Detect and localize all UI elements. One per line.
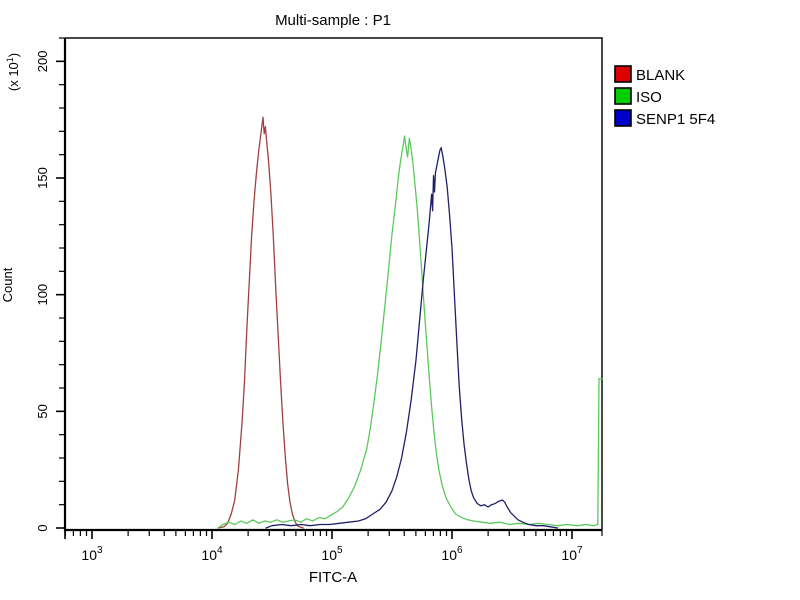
chart-title: Multi-sample : P1 (275, 12, 391, 29)
legend-item-senp1-5f4: SENP1 5F4 (614, 109, 715, 128)
legend-item-blank: BLANK (614, 65, 685, 84)
x-axis-ticks (64, 531, 603, 539)
series-curves (217, 116, 603, 529)
y-axis-tick-labels: 0 50 100 150 200 (35, 50, 50, 531)
legend: BLANK ISO SENP1 5F4 (614, 65, 715, 128)
svg-text:106: 106 (441, 545, 463, 563)
x-axis-tick-labels: 103 104 105 106 107 (81, 545, 583, 563)
legend-label-senp1-5f4: SENP1 5F4 (636, 111, 715, 128)
legend-item-iso: ISO (614, 87, 662, 106)
svg-text:150: 150 (35, 167, 50, 189)
legend-label-iso: ISO (636, 89, 662, 106)
x-axis-label: FITC-A (309, 569, 357, 586)
legend-swatch-iso (614, 87, 632, 105)
svg-text:50: 50 (35, 404, 50, 418)
svg-text:100: 100 (35, 284, 50, 306)
legend-label-blank: BLANK (636, 67, 685, 84)
series-curve-blank (217, 116, 304, 529)
legend-swatch-blank (614, 65, 632, 83)
series-curve-iso (217, 135, 603, 529)
y-axis-ticks (56, 37, 64, 529)
legend-swatch-senp1-5f4 (614, 109, 632, 127)
svg-text:107: 107 (561, 545, 583, 563)
svg-text:200: 200 (35, 50, 50, 72)
svg-text:104: 104 (201, 545, 223, 563)
svg-text:105: 105 (321, 545, 343, 563)
y-axis-multiplier: (x 101) (5, 53, 21, 91)
plot-border (64, 37, 603, 531)
svg-text:103: 103 (81, 545, 103, 563)
series-curve-senp1-5f4 (265, 147, 559, 529)
y-axis-label: Count (0, 267, 15, 302)
svg-text:0: 0 (35, 524, 50, 531)
